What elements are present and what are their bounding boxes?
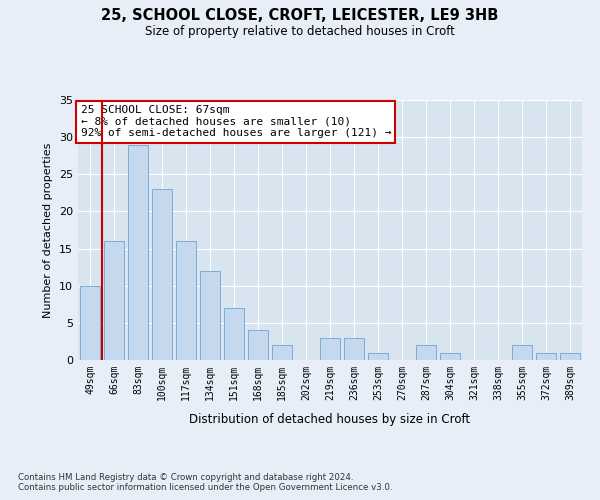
Text: Distribution of detached houses by size in Croft: Distribution of detached houses by size … xyxy=(190,412,470,426)
Bar xyxy=(104,241,124,360)
Bar xyxy=(560,352,580,360)
Bar xyxy=(224,308,244,360)
Bar xyxy=(320,338,340,360)
Bar xyxy=(344,338,364,360)
Bar xyxy=(440,352,460,360)
Text: 25 SCHOOL CLOSE: 67sqm
← 8% of detached houses are smaller (10)
92% of semi-deta: 25 SCHOOL CLOSE: 67sqm ← 8% of detached … xyxy=(80,105,391,138)
Bar xyxy=(512,345,532,360)
Bar xyxy=(272,345,292,360)
Y-axis label: Number of detached properties: Number of detached properties xyxy=(43,142,53,318)
Text: 25, SCHOOL CLOSE, CROFT, LEICESTER, LE9 3HB: 25, SCHOOL CLOSE, CROFT, LEICESTER, LE9 … xyxy=(101,8,499,22)
Bar xyxy=(80,286,100,360)
Bar xyxy=(536,352,556,360)
Bar xyxy=(416,345,436,360)
Bar xyxy=(200,271,220,360)
Bar xyxy=(176,241,196,360)
Bar xyxy=(128,144,148,360)
Bar xyxy=(368,352,388,360)
Bar xyxy=(152,189,172,360)
Text: Contains HM Land Registry data © Crown copyright and database right 2024.
Contai: Contains HM Land Registry data © Crown c… xyxy=(18,472,392,492)
Bar xyxy=(248,330,268,360)
Text: Size of property relative to detached houses in Croft: Size of property relative to detached ho… xyxy=(145,25,455,38)
